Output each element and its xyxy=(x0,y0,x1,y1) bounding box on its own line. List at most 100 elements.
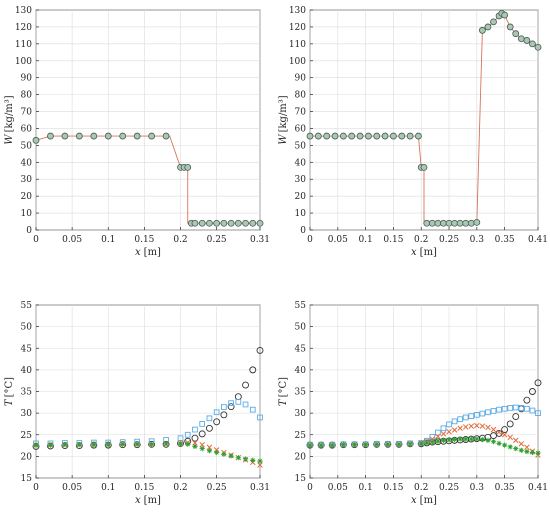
data-point xyxy=(501,11,509,19)
data-point xyxy=(373,132,381,140)
data-point xyxy=(192,443,198,450)
y-tick-label: 90 xyxy=(295,74,307,84)
y-tick-label: 70 xyxy=(295,108,307,118)
x-axis-variable: x xyxy=(411,247,417,258)
data-point xyxy=(535,450,541,456)
x-tick-label: 0.15 xyxy=(134,483,154,493)
y-axis-variable: W xyxy=(278,134,289,145)
data-point xyxy=(249,406,256,413)
y-tick-label: 50 xyxy=(295,141,307,151)
x-tick-label: 0.3 xyxy=(470,235,485,245)
data-point xyxy=(451,418,458,425)
x-axis-label: x [m] xyxy=(411,495,437,506)
y-axis-label: T[°C] xyxy=(278,377,289,406)
data-point xyxy=(428,219,436,227)
y-axis-unit: [°C] xyxy=(4,377,15,398)
y-tick-label: 15 xyxy=(21,474,33,484)
data-point xyxy=(213,409,220,416)
x-tick-label: 0.35 xyxy=(495,235,515,245)
data-point xyxy=(242,401,249,408)
data-point xyxy=(507,405,514,411)
y-tick-label: 30 xyxy=(21,175,33,185)
y-tick-label: 120 xyxy=(289,23,306,33)
data-point xyxy=(468,413,475,420)
x-axis-unit: [m] xyxy=(420,495,437,506)
x-tick-label: 0.15 xyxy=(383,483,403,493)
data-point xyxy=(462,219,470,227)
data-point xyxy=(446,421,452,428)
data-point xyxy=(306,132,314,140)
x-tick-label: 0.25 xyxy=(207,483,227,493)
data-point xyxy=(47,132,54,140)
data-point xyxy=(507,434,513,441)
x-tick-label: 0.1 xyxy=(358,483,372,493)
x-tick-label: 0.05 xyxy=(62,235,82,245)
data-point xyxy=(206,219,213,227)
y-tick-label: 70 xyxy=(21,108,33,118)
data-point xyxy=(191,219,199,227)
y-axis-label: T[°C] xyxy=(4,377,15,406)
data-point xyxy=(512,413,520,421)
data-point xyxy=(318,442,324,448)
y-axis-unit: [°C] xyxy=(278,377,289,398)
x-tick-label: 0.25 xyxy=(439,235,459,245)
data-point xyxy=(91,442,97,448)
data-point xyxy=(227,403,235,411)
data-point xyxy=(214,449,220,456)
data-point xyxy=(440,437,447,443)
data-point xyxy=(62,442,68,448)
data-point xyxy=(407,441,413,447)
x-tick-label: 0.3 xyxy=(470,483,485,493)
y-tick-label: 20 xyxy=(295,452,307,462)
data-point xyxy=(331,132,339,140)
y-axis-label: W [kg/m³] xyxy=(4,95,15,145)
data-point xyxy=(250,457,256,463)
x-tick-label: 0.05 xyxy=(328,235,348,245)
data-point xyxy=(119,132,127,140)
data-point xyxy=(524,444,530,451)
data-point xyxy=(90,132,98,140)
x-tick-label: 0.31 xyxy=(250,483,270,493)
data-point xyxy=(149,441,155,447)
data-point xyxy=(528,388,536,395)
data-point xyxy=(329,442,335,448)
data-point xyxy=(396,441,402,447)
data-point xyxy=(501,426,509,434)
x-tick-label: 0.2 xyxy=(173,483,187,493)
x-tick-label: 0.1 xyxy=(101,483,115,493)
data-point xyxy=(529,449,536,456)
data-point xyxy=(435,438,441,444)
data-point xyxy=(490,439,497,445)
x-tick-label: 0.35 xyxy=(495,483,515,493)
y-tick-label: 110 xyxy=(289,40,306,50)
data-point xyxy=(356,132,364,140)
data-point xyxy=(502,442,508,448)
data-point xyxy=(535,410,541,416)
data-point xyxy=(256,346,264,354)
data-point xyxy=(463,436,469,442)
data-point xyxy=(517,35,525,43)
data-point xyxy=(184,163,192,171)
y-axis-unit: [kg/m³] xyxy=(4,95,15,132)
data-point xyxy=(456,219,464,227)
data-point xyxy=(206,448,213,454)
data-point xyxy=(490,408,497,414)
data-point xyxy=(184,431,191,438)
x-tick-label: 0.41 xyxy=(528,483,548,493)
y-axis-label: W [kg/m³] xyxy=(278,95,289,145)
data-point xyxy=(198,430,206,438)
y-tick-label: 15 xyxy=(295,474,307,484)
data-point xyxy=(485,409,491,416)
y-tick-label: 55 xyxy=(21,301,33,311)
data-point xyxy=(473,412,480,418)
x-tick-label: 0.15 xyxy=(134,235,154,245)
data-point xyxy=(424,440,430,446)
data-point xyxy=(523,396,531,404)
data-point xyxy=(185,441,191,447)
data-point xyxy=(534,379,542,387)
data-point xyxy=(307,442,313,448)
series-0 xyxy=(32,132,264,227)
data-point xyxy=(32,136,40,144)
x-tick-label: 0.1 xyxy=(358,235,372,245)
data-point xyxy=(148,440,156,448)
